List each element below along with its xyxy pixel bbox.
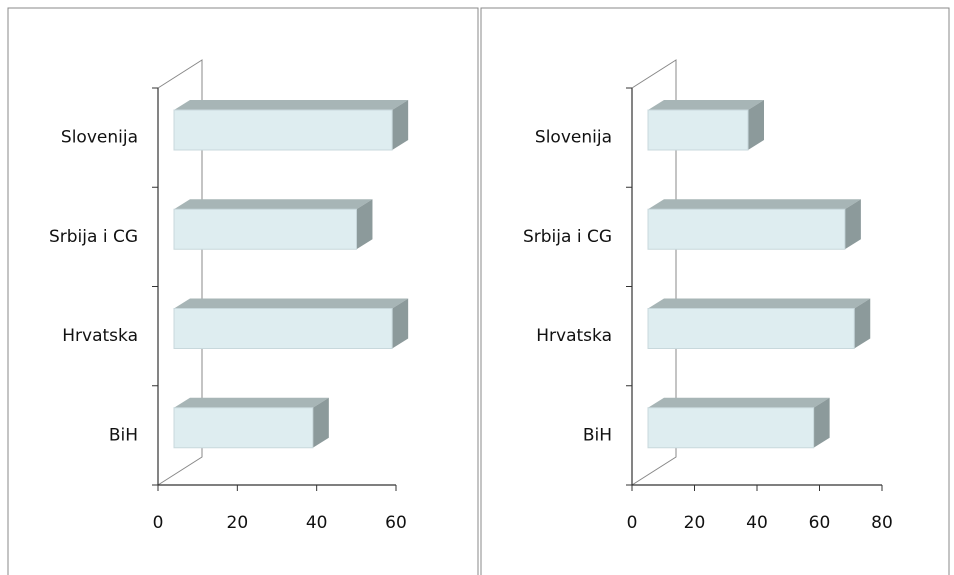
- bar-top: [174, 397, 329, 408]
- category-label: Srbija i CG: [49, 227, 138, 247]
- bar-front: [173, 109, 393, 151]
- bar-front: [647, 208, 846, 250]
- right-panel: [480, 7, 950, 575]
- bar-front: [647, 407, 815, 449]
- x-tick-label: 20: [227, 513, 249, 533]
- x-tick-label: 40: [746, 513, 768, 533]
- x-tick-label: 60: [809, 513, 831, 533]
- bar-front: [647, 308, 855, 349]
- x-tick-label: 0: [627, 513, 638, 533]
- bar-front: [173, 308, 393, 349]
- bar-side: [748, 100, 764, 150]
- bar: [173, 298, 409, 349]
- category-label: Slovenija: [61, 128, 138, 148]
- bar-top: [648, 100, 764, 110]
- bar-top: [174, 298, 409, 309]
- bar: [173, 100, 409, 151]
- category-label: Slovenija: [535, 128, 612, 148]
- category-label: Hrvatska: [62, 326, 138, 346]
- category-label: BiH: [109, 425, 138, 445]
- x-tick-label: 40: [306, 513, 328, 533]
- bar-side: [392, 298, 409, 349]
- bar: [647, 100, 764, 151]
- axis-wall: [631, 59, 677, 486]
- bar-side: [312, 397, 329, 448]
- bar: [647, 199, 861, 250]
- x-tick-label: 60: [385, 513, 407, 533]
- axis-wall: [157, 59, 203, 486]
- bar-side: [844, 199, 861, 250]
- bar-side: [854, 298, 871, 349]
- category-label: Srbija i CG: [523, 227, 612, 247]
- bar-side: [356, 199, 373, 250]
- x-tick-label: 80: [871, 513, 893, 533]
- bar-front: [173, 407, 314, 449]
- x-tick-label: 0: [153, 513, 164, 533]
- bar: [173, 199, 373, 250]
- category-label: Hrvatska: [536, 326, 612, 346]
- bar-top: [648, 298, 871, 309]
- left-panel: [7, 7, 479, 575]
- bar-side: [392, 100, 409, 150]
- bar: [173, 397, 329, 449]
- bar-top: [174, 199, 373, 210]
- bar-top: [648, 199, 861, 210]
- x-tick-label: 20: [684, 513, 706, 533]
- bar-front: [647, 109, 749, 151]
- bar-front: [173, 208, 357, 250]
- bar: [647, 397, 830, 449]
- bar-top: [174, 100, 409, 110]
- bar-top: [648, 397, 830, 408]
- bar: [647, 298, 871, 349]
- category-label: BiH: [583, 425, 612, 445]
- bar-side: [813, 397, 830, 448]
